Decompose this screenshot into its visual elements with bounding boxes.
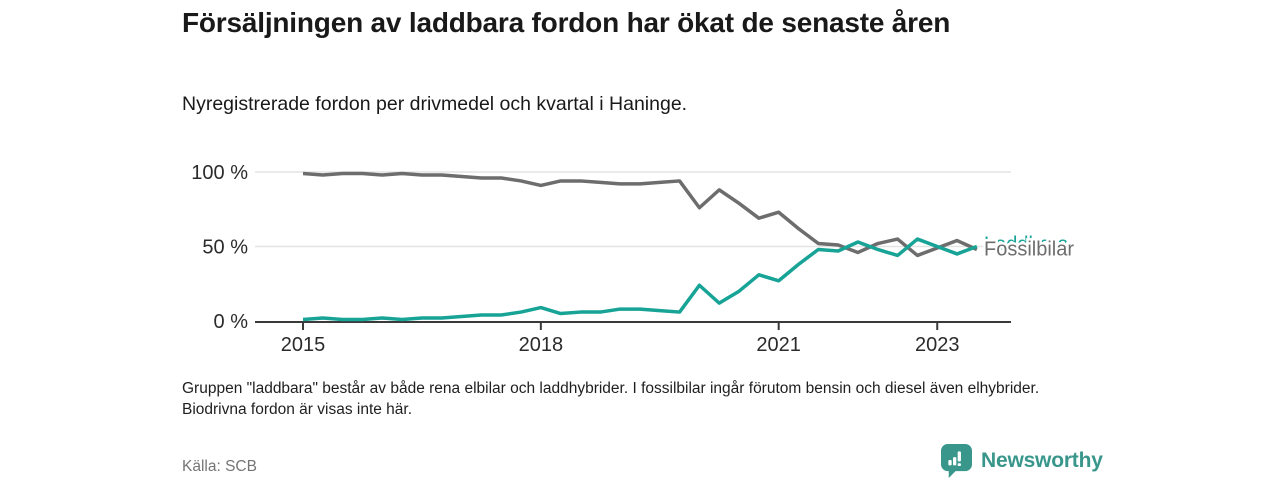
chart-footnote: Gruppen "laddbara" består av både rena e… <box>182 380 1040 419</box>
logo-exclamation-dot <box>957 463 961 466</box>
x-tick-label: 2023 <box>915 334 960 356</box>
brand-name: Newsworthy <box>981 449 1103 472</box>
y-tick-label: 50 % <box>202 237 248 259</box>
series-label-laddbara: Laddbara <box>984 234 1069 256</box>
chart-subtitle: Nyregistrerade fordon per drivmedel och … <box>182 93 688 115</box>
bar-chart-speech-bubble-icon <box>941 444 972 478</box>
newsworthy-logo[interactable]: Newsworthy <box>941 444 1103 478</box>
logo-bar-tall <box>953 457 957 466</box>
y-tick-label: 0 % <box>214 311 249 333</box>
logo-bar-short <box>948 460 952 466</box>
logo-bubble <box>941 444 972 478</box>
series-line-laddbara <box>302 237 978 322</box>
source-label: Källa: SCB <box>182 458 257 475</box>
x-tick-label: 2018 <box>519 334 564 356</box>
x-tick-label: 2021 <box>756 334 801 356</box>
series-line-fossilbilar <box>302 171 978 258</box>
logo-exclamation-bar <box>957 451 961 462</box>
series-label-fossilbilar: Fossilbilar <box>984 238 1074 260</box>
page-title: Försäljningen av laddbara fordon har öka… <box>182 7 951 38</box>
y-tick-label: 100 % <box>191 162 248 184</box>
x-tick-label: 2015 <box>281 334 326 356</box>
